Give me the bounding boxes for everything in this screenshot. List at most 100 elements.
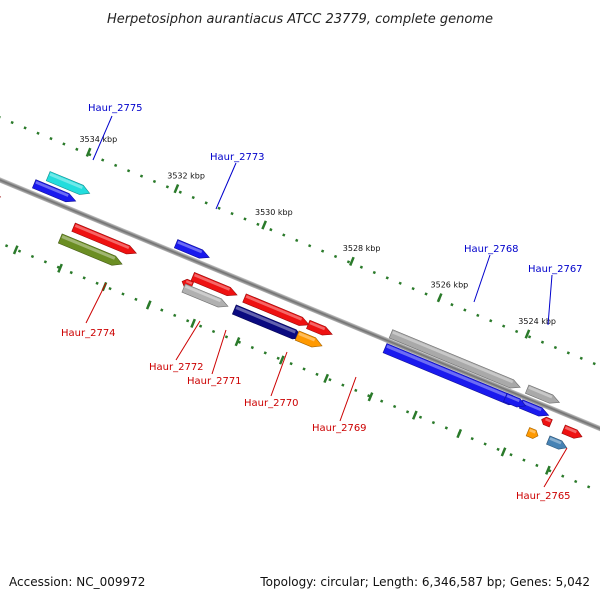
label-haur-2767[interactable]: Haur_2767 — [528, 264, 583, 326]
label-haur-2772[interactable]: Haur_2772 — [149, 320, 204, 373]
ruler-dot — [574, 479, 578, 484]
gene-label-text: Haur_2772 — [149, 362, 204, 373]
label-haur-2768[interactable]: Haur_2768 — [464, 244, 519, 303]
genome-backbone — [0, 159, 600, 454]
gene-feature[interactable] — [503, 392, 528, 410]
tick-label: 3528 kbp — [343, 244, 381, 253]
ruler-dot — [101, 158, 105, 162]
ruler-dot — [75, 147, 79, 151]
ruler-dot — [62, 142, 66, 146]
ruler-tick — [500, 447, 507, 457]
gene-feature[interactable] — [190, 272, 239, 299]
gene-feature[interactable] — [242, 293, 311, 329]
leader-line — [85, 282, 107, 324]
ruler-tick — [12, 245, 19, 255]
ruler-dot — [333, 254, 338, 259]
ruler-tick — [57, 263, 63, 273]
tick-label: 3532 kbp — [167, 171, 205, 180]
ruler-dot — [522, 458, 526, 462]
gene-haur-2769[interactable] — [294, 330, 324, 351]
ruler-dot — [126, 169, 131, 173]
ruler-tick — [261, 220, 268, 230]
ruler-dot — [398, 281, 402, 285]
ruler-dot — [527, 335, 532, 339]
label-haur-2770[interactable]: Haur_2770 — [244, 351, 299, 409]
ruler-dot — [121, 292, 125, 296]
ruler-dot — [17, 249, 22, 253]
gene-label-text: Haur_2771 — [187, 376, 242, 387]
ruler-tick — [145, 300, 152, 310]
leader-line — [92, 115, 113, 161]
ruler-tick — [524, 329, 531, 339]
ruler-dot — [308, 244, 312, 248]
ruler-dot — [173, 313, 177, 318]
gene-label-text: Haur_2770 — [244, 398, 299, 409]
gene-label-text: Haur_2765 — [516, 491, 571, 502]
gene-haur-2774[interactable] — [57, 233, 124, 269]
ruler-dot — [36, 131, 40, 135]
ruler-dot — [566, 351, 570, 355]
label-haur-2765[interactable]: Haur_2765 — [516, 447, 571, 502]
label-haur-2775[interactable]: Haur_2775 — [88, 103, 143, 161]
gene-haur-2768-paired[interactable] — [388, 329, 522, 392]
ruler-dot — [295, 238, 299, 243]
label-haur-2773[interactable]: Haur_2773 — [210, 152, 265, 210]
gene-haur-2767-paired[interactable] — [524, 384, 561, 407]
ruler-dot — [250, 345, 254, 350]
ruler-dot — [49, 136, 53, 141]
ruler-tick — [278, 355, 285, 365]
ruler-dot — [346, 260, 351, 264]
ruler-dot — [553, 345, 558, 350]
ruler-dot — [405, 410, 410, 414]
tick-label: 3534 kbp — [79, 135, 117, 144]
gene-haur-2773[interactable] — [173, 239, 211, 262]
ruler-dot — [540, 340, 545, 344]
ruler-dot — [509, 453, 513, 457]
gene-haur-2775[interactable] — [45, 171, 91, 198]
gene-haur-2775-partner[interactable] — [32, 179, 77, 206]
ruler-tick — [349, 256, 355, 266]
ruler-dot — [359, 265, 364, 269]
ruler-dot — [489, 319, 493, 323]
ruler-dot — [276, 356, 280, 360]
ruler-tick — [234, 337, 241, 347]
tick-label: 3530 kbp — [255, 208, 293, 217]
ruler-dot — [0, 115, 1, 119]
ruler-tick — [85, 147, 92, 157]
gene-feature[interactable] — [0, 183, 2, 201]
ruler-dot — [152, 179, 157, 184]
label-haur-2771[interactable]: Haur_2771 — [187, 329, 242, 387]
tick-label: 3524 kbp — [518, 317, 556, 326]
leader-line — [215, 162, 237, 210]
gene-feature[interactable] — [561, 424, 584, 441]
position-ruler-dots — [0, 115, 600, 494]
ruler-dot — [411, 286, 415, 291]
ruler-dot — [431, 420, 436, 425]
gene-feature[interactable] — [306, 319, 333, 338]
gene-haur-2765[interactable] — [540, 416, 553, 428]
ruler-dot — [256, 222, 260, 226]
ruler-dot — [463, 308, 467, 312]
ruler-dot — [230, 211, 234, 216]
ruler-dot — [586, 485, 591, 489]
ruler-dot — [108, 287, 112, 291]
leader-line — [473, 254, 491, 303]
ruler-dot — [139, 174, 144, 178]
ruler-dot — [320, 249, 325, 253]
ruler-dot — [483, 442, 487, 446]
gene-label-text: Haur_2773 — [210, 152, 265, 163]
ruler-dot — [392, 404, 397, 409]
tick-label: 3526 kbp — [431, 281, 469, 290]
ruler-dot — [269, 228, 273, 232]
label-haur-2769[interactable]: Haur_2769 — [312, 376, 367, 434]
gene-haur-2771[interactable] — [181, 283, 230, 311]
gene-feature[interactable] — [71, 222, 138, 257]
gene-feature[interactable] — [525, 427, 540, 441]
ruler-dot — [535, 463, 539, 468]
ruler-dot — [289, 362, 293, 366]
accession-text: Accession: NC_009972 — [9, 575, 145, 589]
gene-feature[interactable] — [546, 435, 568, 452]
ruler-dot — [224, 335, 229, 339]
label-haur-2774[interactable]: Haur_2774 — [61, 282, 116, 339]
